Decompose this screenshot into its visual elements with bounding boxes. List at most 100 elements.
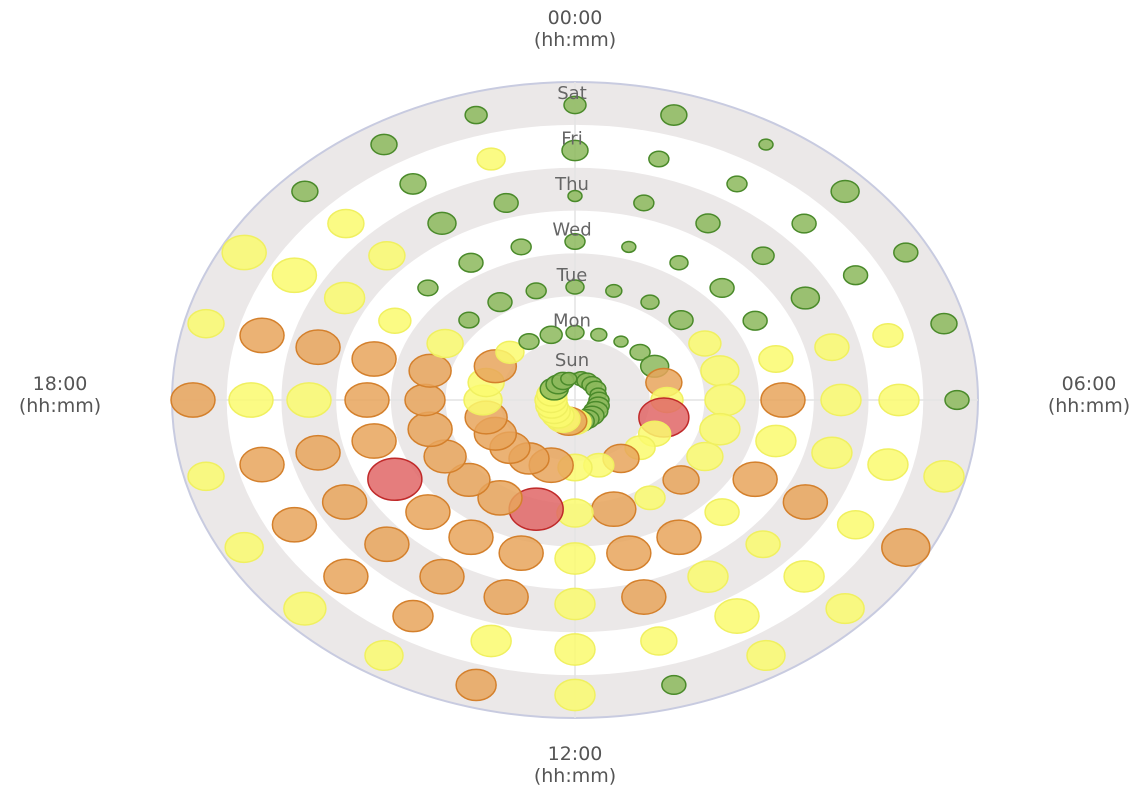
bubble-fri-23 xyxy=(476,147,506,171)
bubble-sat-20 xyxy=(221,234,267,271)
bubble-thu-11 xyxy=(621,579,667,615)
bubble-tue-11 xyxy=(591,491,637,528)
bubble-sat-7 xyxy=(923,460,965,493)
bubble-mon-23 xyxy=(539,325,563,345)
bubble-tue-6 xyxy=(704,383,746,417)
bubble-sat-22 xyxy=(370,133,398,156)
ring-label-wed: Wed xyxy=(552,220,591,241)
angular-unit-18: (hh:mm) xyxy=(19,395,101,417)
bubble-sat-19 xyxy=(187,308,225,339)
bubble-wed-2 xyxy=(669,254,689,271)
ring-label-mon: Mon xyxy=(553,311,591,332)
bubble-sat-0 xyxy=(563,95,587,115)
bubble-sat-5 xyxy=(930,312,958,335)
bubble-wed-19 xyxy=(351,341,397,377)
bubble-fri-12 xyxy=(554,633,596,666)
bubble-sat-11 xyxy=(661,674,687,696)
bubble-wed-16 xyxy=(367,457,423,502)
bubble-tue-5 xyxy=(700,355,740,387)
bubble-tue-10 xyxy=(634,485,666,511)
bubble-mon-21 xyxy=(495,340,525,364)
bubble-thu-13 xyxy=(483,579,529,615)
bubble-sat-9 xyxy=(825,593,865,625)
bubble-tue-19 xyxy=(408,353,452,388)
ring-label-thu: Thu xyxy=(554,174,589,195)
bubble-thu-12 xyxy=(554,587,596,621)
bubble-sat-10 xyxy=(746,639,786,672)
bubble-tue-15 xyxy=(447,462,491,498)
bubble-wed-13 xyxy=(498,535,544,572)
bubble-wed-5 xyxy=(758,344,794,373)
bubble-wed-20 xyxy=(378,307,412,334)
bubble-thu-6 xyxy=(820,383,862,417)
bubble-wed-14 xyxy=(448,519,494,556)
bubble-thu-7 xyxy=(811,436,853,470)
bubble-sat-12 xyxy=(554,678,596,712)
bubble-wed-10 xyxy=(656,519,702,556)
bubble-thu-21 xyxy=(368,240,406,271)
bubble-thu-3 xyxy=(751,246,775,266)
bubble-sat-1 xyxy=(660,104,688,126)
bubble-sat-2 xyxy=(758,138,774,151)
bubble-wed-11 xyxy=(606,535,652,572)
bubble-fri-7 xyxy=(867,448,909,481)
radial-axis-labels: Sun Mon Tue Wed Thu Fri Sat xyxy=(552,83,591,371)
bubble-fri-9 xyxy=(783,560,825,593)
ring-label-tue: Tue xyxy=(556,265,588,286)
bubble-sat-23 xyxy=(464,105,488,125)
angular-label-6: 06:00 xyxy=(1062,373,1117,395)
bubble-tue-18 xyxy=(404,383,446,417)
bubble-sat-4 xyxy=(893,242,919,263)
bubble-wed-4 xyxy=(742,310,768,331)
bubble-fri-2 xyxy=(726,175,748,193)
bubble-tue-2 xyxy=(640,294,660,310)
bubble-fri-1 xyxy=(648,150,670,168)
bubble-fri-3 xyxy=(791,213,817,234)
bubble-wed-6 xyxy=(760,382,806,418)
bubble-wed-18 xyxy=(344,382,390,418)
bubble-fri-5 xyxy=(872,322,904,348)
bubble-fri-18 xyxy=(228,382,274,418)
bubble-fri-17 xyxy=(239,446,285,483)
bubble-thu-18 xyxy=(286,382,332,418)
bubble-fri-16 xyxy=(271,506,318,543)
ring-label-sun: Sun xyxy=(555,350,589,371)
bubble-fri-6 xyxy=(878,383,920,417)
bubble-tue-0 xyxy=(565,279,585,295)
bubble-wed-1 xyxy=(621,240,637,254)
bubble-wed-15 xyxy=(405,494,451,530)
bubble-wed-23 xyxy=(510,238,532,256)
angular-axis-labels: 00:00(hh:mm)06:00(hh:mm)12:00(hh:mm)18:0… xyxy=(19,7,1130,787)
bubble-sat-21 xyxy=(291,180,319,203)
bubble-thu-5 xyxy=(814,333,850,362)
bubble-tue-7 xyxy=(699,412,741,446)
bubble-thu-20 xyxy=(323,281,366,315)
angular-label-12: 12:00 xyxy=(548,743,603,765)
bubble-tue-3 xyxy=(668,309,694,331)
bubble-tue-22 xyxy=(487,292,513,313)
bubble-thu-22 xyxy=(427,211,457,236)
bubble-tue-4 xyxy=(688,330,722,357)
bubble-thu-17 xyxy=(295,434,341,471)
bubble-thu-10 xyxy=(687,560,729,594)
bubble-fri-15 xyxy=(323,558,369,595)
bubble-tue-23 xyxy=(525,282,547,300)
bubble-tue-17 xyxy=(407,411,453,448)
bubble-fri-0 xyxy=(561,139,589,162)
bubble-sat-14 xyxy=(364,639,404,672)
bubble-fri-22 xyxy=(399,173,427,195)
bubble-fri-14 xyxy=(392,599,434,633)
ring-label-fri: Fri xyxy=(561,129,582,150)
bubble-mon-1 xyxy=(590,327,608,342)
bubble-mon-22 xyxy=(518,332,540,351)
angular-label-0: 00:00 xyxy=(548,7,603,29)
bubble-sat-18 xyxy=(170,382,216,418)
bubble-thu-23 xyxy=(493,192,519,214)
bubble-fri-13 xyxy=(470,624,512,658)
bubble-sun-23 xyxy=(560,371,578,386)
angular-unit-0: (hh:mm) xyxy=(534,29,616,51)
bubble-tue-20 xyxy=(426,328,464,359)
bubble-sat-13 xyxy=(455,668,497,702)
bubble-wed-9 xyxy=(704,498,740,527)
